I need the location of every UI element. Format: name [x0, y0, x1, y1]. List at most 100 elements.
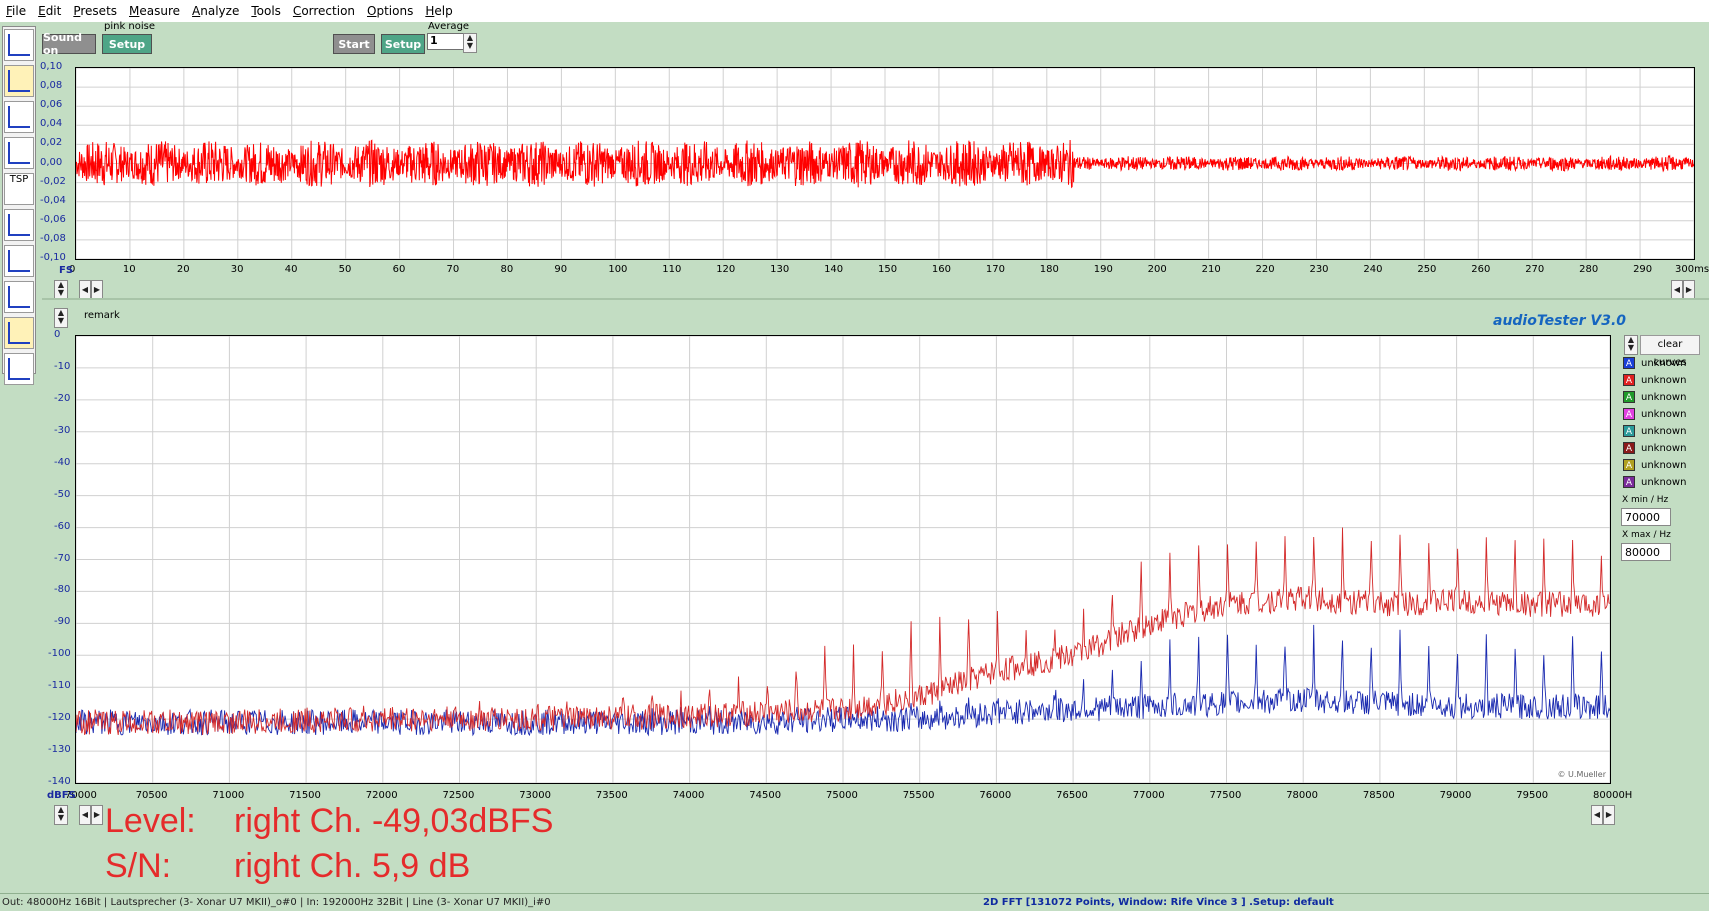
waveform-x-tick: 130 [770, 264, 790, 275]
waveform-y-tick: 0,00 [40, 156, 63, 168]
sn-value: right Ch. 5,9 dB [234, 847, 471, 885]
menu-options[interactable]: Options [367, 4, 414, 18]
legend-swatch-icon[interactable]: A [1623, 391, 1635, 403]
clear-curves-button[interactable]: clear curves [1640, 335, 1700, 368]
x-max-input[interactable]: 80000 [1621, 543, 1671, 561]
waveform-y-tick: -0,02 [40, 175, 66, 187]
spectrum-x-tick: 73500 [595, 790, 628, 801]
menu-analyze[interactable]: Analyze [192, 4, 240, 18]
menu-measure[interactable]: Measure [129, 4, 181, 18]
waveform-x-tick: 70 [446, 264, 460, 275]
spectrum-y-tick: -50 [54, 488, 71, 500]
copyright-label: © U.Mueller [1557, 770, 1607, 779]
sweep-tool-icon[interactable] [4, 281, 34, 313]
level-label: Level: [105, 802, 196, 840]
tsp-tool-icon[interactable]: TSP [4, 173, 34, 205]
spectrum-x-tick: 79500 [1516, 790, 1549, 801]
menu-presets[interactable]: Presets [73, 4, 118, 18]
waveform-y-tick: -0,06 [40, 213, 66, 225]
spectrum-x-tick: 80000H [1593, 790, 1633, 801]
spectrum-zoom-right[interactable]: ▶ [1603, 805, 1615, 825]
waveform-x-tick: 10 [122, 264, 136, 275]
menu-tools[interactable]: Tools [251, 4, 281, 18]
waveform-x-tick: 30 [230, 264, 244, 275]
filter-tool-icon[interactable] [4, 137, 34, 169]
waveform-plot[interactable] [75, 67, 1695, 260]
waveform-y-spinner[interactable]: ▲ ▼ [54, 280, 68, 300]
x-min-input[interactable]: 70000 [1621, 508, 1671, 526]
waveform-x-tick: 160 [931, 264, 952, 275]
spectrum-y-tick: -80 [54, 584, 71, 596]
menu-help[interactable]: Help [425, 4, 453, 18]
menu-correction[interactable]: Correction [292, 4, 356, 18]
waveform-x-tick: 270 [1525, 264, 1545, 275]
remark-spinner[interactable]: ▲ ▼ [54, 308, 68, 328]
waveform-tool-icon[interactable] [4, 29, 34, 61]
spectrum-y-tick: -70 [54, 552, 71, 564]
step-response-icon[interactable] [4, 353, 34, 385]
waveform-x-tick: 240 [1363, 264, 1383, 275]
waveform-scroll-right[interactable]: ▶ [91, 280, 103, 300]
waveform-x-tick: 250 [1417, 264, 1437, 275]
spectrum-scroll-left[interactable]: ◀ [79, 805, 91, 825]
status-bar: Out: 48000Hz 16Bit | Lautsprecher (3- Xo… [0, 893, 1709, 911]
legend-swatch-icon[interactable]: A [1623, 476, 1635, 488]
legend-label: unknown [1641, 408, 1687, 420]
spectrum-x-tick: 71500 [289, 790, 321, 801]
waveform-y-tick: -0,04 [40, 194, 66, 206]
legend-label: unknown [1641, 459, 1687, 471]
waveform-zoom-right[interactable]: ▶ [1683, 280, 1695, 300]
start-button[interactable]: Start [333, 34, 375, 54]
chart-tool-icon[interactable] [4, 65, 34, 97]
spectrum-zoom-left[interactable]: ◀ [1591, 805, 1603, 825]
legend-swatch-icon[interactable]: A [1623, 425, 1635, 437]
waveform-x-tick: 210 [1201, 264, 1221, 275]
legend-swatch-icon[interactable]: A [1623, 357, 1635, 369]
spectrum-y-tick: -30 [54, 424, 71, 436]
curve-tool-icon[interactable] [4, 245, 34, 277]
legend-swatch-icon[interactable]: A [1623, 442, 1635, 454]
sound-on-button[interactable]: Sound on [42, 31, 96, 57]
waveform-x-tick: 60 [392, 264, 406, 275]
x-max-label: X max / Hz [1622, 530, 1671, 540]
spectrum-x-tick: 74000 [672, 790, 705, 801]
waveform-zoom-left[interactable]: ◀ [1671, 280, 1683, 300]
status-devices: Out: 48000Hz 16Bit | Lautsprecher (3- Xo… [2, 897, 551, 908]
waveform-x-tick: 20 [176, 264, 190, 275]
spectrum-x-tick: 73000 [519, 790, 551, 801]
frequency-response-icon[interactable] [4, 101, 34, 133]
waveform-x-tick: 170 [985, 264, 1005, 275]
spectrum-svg [75, 335, 1611, 784]
acquisition-setup-button[interactable]: Setup [381, 34, 425, 54]
generator-setup-button[interactable]: Setup [102, 34, 152, 54]
waveform-y-tick: 0,08 [40, 80, 63, 92]
legend-swatch-icon[interactable]: A [1623, 374, 1635, 386]
waveform-y-tick: 0,04 [40, 118, 63, 130]
spectrum-plot[interactable]: © U.Mueller [75, 335, 1611, 784]
spectrum-x-tick: 75000 [826, 790, 858, 801]
menu-file[interactable]: File [6, 4, 27, 18]
waveform-scroll-left[interactable]: ◀ [79, 280, 91, 300]
average-spinner[interactable]: ▲ ▼ [463, 33, 477, 53]
spectrum-scroll-right[interactable]: ▶ [91, 805, 103, 825]
legend-spinner[interactable]: ▲ ▼ [1624, 335, 1638, 355]
legend-swatch-icon[interactable]: A [1623, 408, 1635, 420]
spectrum-y-spinner[interactable]: ▲ ▼ [54, 805, 68, 825]
spectrum-x-tick: 79000 [1439, 790, 1472, 801]
menu-edit[interactable]: Edit [38, 4, 62, 18]
waveform-x-tick: 300ms [1675, 264, 1709, 275]
distortion-tool-icon[interactable] [4, 317, 34, 349]
generator-label: pink noise [104, 21, 156, 32]
impulse-tool-icon[interactable] [4, 209, 34, 241]
average-input[interactable]: 1 [427, 33, 467, 50]
legend-swatch-icon[interactable]: A [1623, 459, 1635, 471]
waveform-y-tick: 0,10 [40, 61, 63, 72]
